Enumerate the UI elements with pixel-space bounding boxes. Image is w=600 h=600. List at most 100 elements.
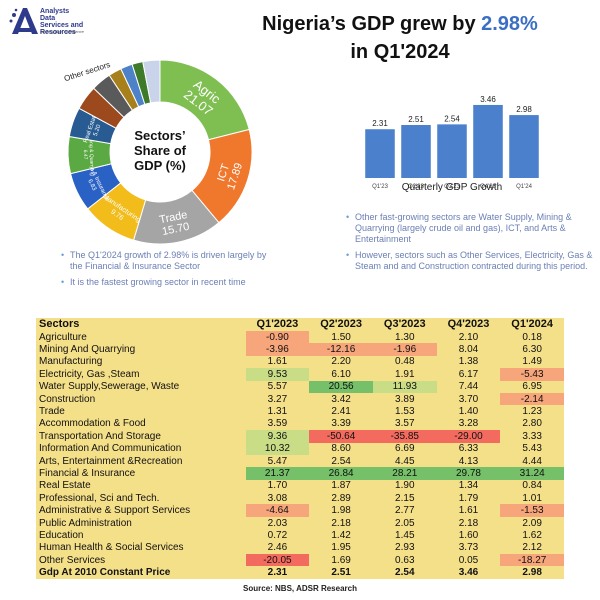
table-value-cell: 1.23 (522, 406, 542, 418)
bar-1 (401, 125, 431, 178)
table-value-cell: 3.27 (267, 393, 288, 405)
table-value-cell: 6.17 (458, 368, 479, 380)
table-row: Gdp At 2010 Constant Price 2.31 2.51 2.54 3.… (36, 566, 564, 579)
table-row: Real Estate 1.70 1.87 1.90 1.34 0.84 (36, 480, 564, 492)
table-value-cell: 2.09 (522, 517, 542, 529)
table-header-row: Sectors Q1'2023 Q2'2023 Q3'2023 Q4'2023 Q1'20… (36, 318, 564, 331)
table-value-cell: 8.60 (331, 443, 351, 455)
table-sector-cell: Accommodation & Food (39, 418, 146, 430)
svg-text:ICT: ICT (215, 162, 232, 183)
bar-value-label: 2.51 (408, 115, 424, 124)
table-value-cell: 3.28 (458, 418, 479, 430)
table-value-cell: -50.64 (309, 430, 373, 443)
table-value-cell: 2.18 (331, 517, 351, 529)
page-title: Nigeria’s GDP grew by 2.98% in Q1'2024 (200, 10, 600, 66)
table-value-cell: 8.04 (458, 344, 479, 356)
table-row: Public Administration 2.03 2.18 2.05 2.18 2.0… (36, 517, 564, 529)
table-value-cell: -0.90 (245, 331, 310, 344)
table-value-cell: 6.30 (522, 344, 542, 356)
table-header-cell: Q1'2023 (256, 318, 299, 330)
bar-chart-xlabel: Quarterly GDP Growth (401, 182, 503, 193)
logo-tagline: seeking data intelligence (40, 29, 84, 34)
table-row: Transportation And Storage 9.36 -50.64 -35.… (36, 430, 564, 443)
bar-3 (473, 104, 503, 178)
table-value-cell: -1.96 (372, 343, 437, 356)
table-value-cell: 2.12 (522, 542, 542, 554)
table-row: Manufacturing 1.61 2.20 0.48 1.38 1.49 (36, 356, 564, 368)
table-value-cell: 3.39 (331, 418, 351, 430)
logo-mark-icon (9, 8, 38, 34)
table-row: Agriculture -0.90 1.50 1.30 2.10 0.18 (36, 331, 564, 344)
table-row: Information And Communication 10.32 8.60 6.… (36, 442, 564, 455)
table-value-cell: 3.57 (395, 418, 415, 430)
table-value-cell: 0.48 (395, 356, 415, 368)
table-value-cell: 1.53 (395, 406, 415, 418)
table-value-cell: 1.38 (458, 356, 479, 368)
table-row: Professional, Sci and Tech. 3.08 2.89 2.15 1… (36, 492, 564, 504)
bar-value-label: 2.31 (372, 119, 388, 128)
table-value-cell: 1.42 (331, 529, 351, 541)
svg-text:Mining & Quarrying: Mining & Quarrying (87, 133, 94, 176)
table-header-cell: Q3'2023 (383, 318, 426, 330)
table-value-cell: -2.14 (500, 392, 564, 406)
donut-title-line: Sectors’ (134, 128, 185, 143)
table-value-cell: 1.45 (395, 529, 415, 541)
table-value-cell: 9.53 (245, 368, 310, 381)
table-value-cell: 1.98 (331, 505, 351, 517)
table-value-cell: 1.40 (458, 406, 479, 418)
donut-slice-other-sectors (142, 59, 161, 104)
table-value-cell: 2.80 (522, 418, 542, 430)
table-value-cell: 3.33 (522, 430, 542, 442)
table-value-cell: 1.49 (522, 356, 542, 368)
table-value-cell: 6.95 (522, 381, 542, 393)
svg-text:15.70: 15.70 (161, 221, 190, 238)
table-row: Administrative & Support Services -4.64 1.… (36, 504, 564, 517)
title-part-2: in Q1'2024 (350, 41, 450, 63)
table-sector-cell: Agriculture (39, 331, 87, 343)
table-row: Mining And Quarrying -3.96 -12.16 -1.96 8.04… (36, 343, 564, 356)
title-part-1: Nigeria’s GDP grew by (262, 13, 482, 35)
table-value-cell: 1.87 (331, 480, 351, 492)
bar-value-label: 2.98 (516, 105, 532, 114)
table-value-cell: 7.44 (458, 381, 479, 393)
table-value-cell: 6.33 (458, 443, 479, 455)
table-value-cell: 1.91 (395, 368, 415, 380)
note-left-1: The Q1'2024 growth of 2.98% is driven la… (61, 250, 280, 272)
bar-value-label: 3.46 (480, 95, 496, 104)
logo-wordmark: Analysts Data Services and Resources (40, 8, 84, 36)
table-value-cell: -5.43 (500, 368, 564, 381)
table-value-cell: 1.50 (331, 331, 351, 343)
table-value-cell: 3.70 (458, 393, 479, 405)
table-value-cell: 5.57 (267, 381, 288, 393)
table-value-cell: 6.10 (331, 368, 351, 380)
table-sector-cell: Mining And Quarrying (39, 344, 136, 356)
title-highlight: 2.98% (481, 13, 538, 35)
source-note: Source: NBS, ADSR Research (243, 584, 357, 593)
table-value-cell: 2.05 (395, 517, 415, 529)
table-value-cell: 1.34 (458, 480, 479, 492)
table-value-cell: 4.13 (458, 455, 479, 467)
table-value-cell: 1.90 (395, 480, 415, 492)
table-value-cell: 0.05 (458, 554, 479, 566)
table-sector-cell: Administrative & Support Services (39, 505, 191, 517)
table-value-cell: 2.18 (458, 517, 479, 529)
table-value-cell: 2.54 (372, 566, 437, 579)
sector-share-donut-chart: Agric21.07ICT17.89Trade15.70Manufacturin… (63, 59, 253, 245)
notes-left: The Q1'2024 growth of 2.98% is driven la… (60, 250, 280, 293)
table-sector-cell: Other Services (39, 554, 106, 566)
table-value-cell: 3.73 (458, 542, 479, 554)
table-value-cell: 11.93 (372, 380, 437, 393)
table-header-cell: Q2'2023 (320, 318, 362, 330)
table-value-cell: 2.31 (245, 566, 310, 579)
table-value-cell: 2.46 (267, 542, 288, 554)
quarterly-gdp-bar-chart: 2.31 Q1'23 2.51 Q2'23 2.54 Q3'23 3.46 Q4'23 2.98… (365, 95, 539, 190)
table-value-cell: -4.64 (245, 504, 310, 517)
table-row: Construction 3.27 3.42 3.89 3.70 -2.14 (36, 392, 564, 406)
table-value-cell: 1.60 (458, 529, 479, 541)
bar-category-label: Q1'24 (516, 184, 532, 190)
table-value-cell: 3.08 (267, 492, 288, 504)
table-value-cell: 1.62 (522, 529, 542, 541)
table-row: Trade 1.31 2.41 1.53 1.40 1.23 (36, 405, 564, 417)
table-value-cell: 2.89 (331, 492, 351, 504)
